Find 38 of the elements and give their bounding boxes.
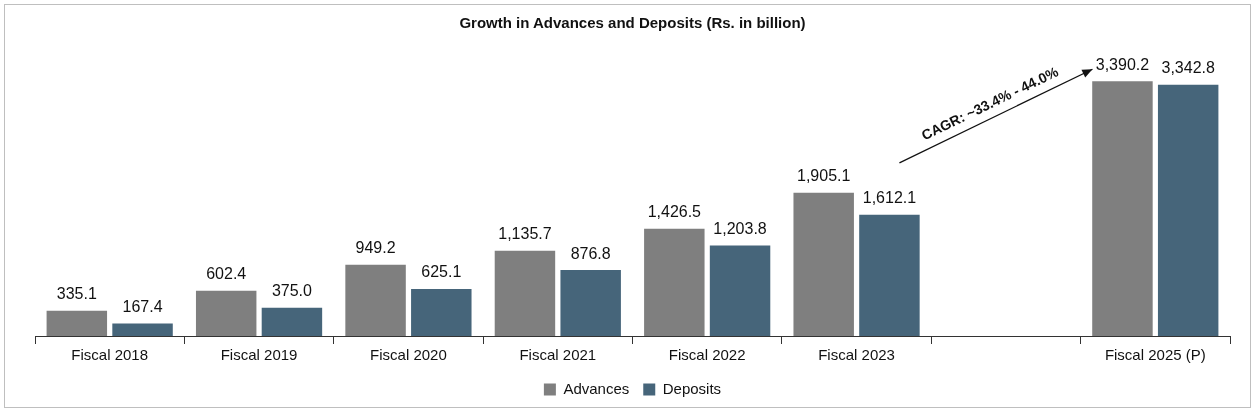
chart-title: Growth in Advances and Deposits (Rs. in billion)	[459, 14, 806, 32]
bar	[1092, 81, 1153, 336]
data-label: 1,426.5	[647, 203, 702, 221]
bar	[560, 270, 621, 336]
data-label: 335.1	[56, 285, 97, 303]
legend-label: Advances	[563, 379, 630, 397]
data-label: 1,203.8	[713, 219, 767, 237]
bar	[494, 250, 556, 336]
data-label: 1,905.1	[797, 167, 851, 185]
x-tick-label: Fiscal 2019	[220, 346, 298, 364]
bar	[345, 264, 406, 336]
x-tick-label: Fiscal 2025 (P)	[1104, 346, 1206, 364]
data-label: 375.0	[271, 282, 313, 300]
data-label: 876.8	[570, 244, 611, 262]
bar	[709, 245, 771, 336]
bar	[859, 214, 920, 336]
data-label: 949.2	[355, 239, 396, 257]
x-tick-label: Fiscal 2022	[668, 346, 746, 364]
bar	[644, 228, 705, 336]
data-label: 3,390.2	[1095, 55, 1150, 73]
bar	[1157, 84, 1219, 336]
bar	[411, 289, 472, 336]
data-label: 1,135.7	[498, 225, 552, 243]
bar	[46, 310, 108, 336]
bar	[261, 307, 323, 336]
bar	[112, 323, 173, 336]
data-label: 602.4	[206, 265, 247, 283]
x-tick-label: Fiscal 2021	[519, 346, 597, 364]
bar	[195, 290, 257, 336]
data-label: 3,342.8	[1161, 59, 1215, 77]
data-label: 625.1	[421, 263, 462, 281]
data-label: 167.4	[122, 297, 163, 315]
legend-label: Deposits	[662, 379, 722, 397]
bar	[793, 192, 854, 336]
x-tick-label: Fiscal 2023	[818, 346, 895, 364]
x-tick-label: Fiscal 2020	[370, 346, 447, 364]
data-label: 1,612.1	[862, 189, 917, 207]
x-tick-label: Fiscal 2018	[71, 346, 149, 364]
